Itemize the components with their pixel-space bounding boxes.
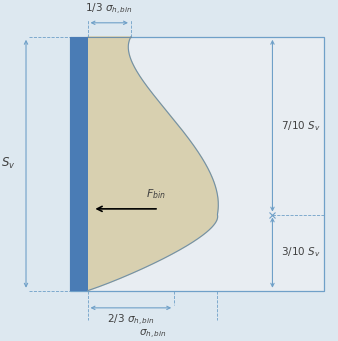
Text: $\sigma_{h,bin}$: $\sigma_{h,bin}$ <box>139 328 166 341</box>
Text: $F_{bin}$: $F_{bin}$ <box>146 187 166 201</box>
Bar <box>70 37 324 291</box>
Text: $2/3\ \sigma_{h,bin}$: $2/3\ \sigma_{h,bin}$ <box>107 313 155 328</box>
Text: $3/10\ S_v$: $3/10\ S_v$ <box>281 246 320 260</box>
Bar <box>70 37 88 291</box>
Text: $7/10\ S_v$: $7/10\ S_v$ <box>281 119 320 133</box>
Polygon shape <box>88 37 218 291</box>
Text: $S_v$: $S_v$ <box>1 156 16 171</box>
Text: $1/3\ \sigma_{h,bin}$: $1/3\ \sigma_{h,bin}$ <box>86 2 133 17</box>
